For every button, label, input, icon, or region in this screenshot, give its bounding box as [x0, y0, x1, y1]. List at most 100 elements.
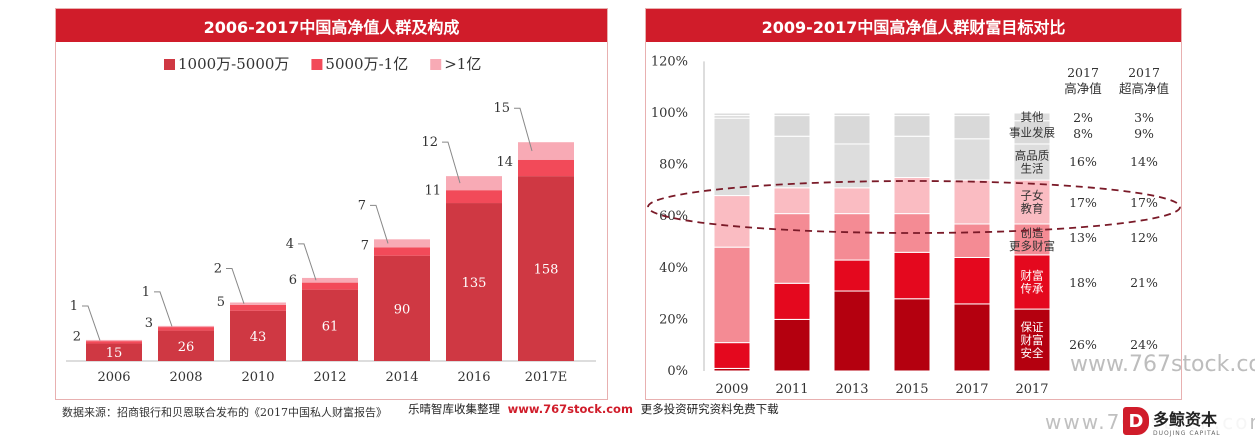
segment-category-label-5-0: 事业发展: [1009, 125, 1055, 139]
x-tick-label-0: 2006: [97, 370, 130, 385]
bar-segment-6-5: [1013, 112, 1051, 122]
banner-url-link[interactable]: www.767stock.com: [507, 402, 633, 416]
data-label-mid-2: 5: [217, 295, 225, 310]
bar-segment-1-1: [773, 282, 811, 320]
bar-segment-1-1: [158, 327, 214, 331]
x-tick-label-4: 2014: [385, 370, 418, 385]
bar-segment-4-3: [893, 135, 931, 178]
leader-line-0: [82, 305, 101, 341]
watermark-right: www.767stock.com: [1070, 352, 1255, 377]
data-label-main-2: 43: [250, 330, 267, 345]
bar-segment-3-5: [1013, 179, 1051, 225]
bar-segment-1-0: [713, 342, 751, 369]
bar-segment-1-2: [230, 304, 286, 311]
right-chart-svg: 0% 20% 40% 60% 80% 100% 120% 2009 2011 2013 2015 20…: [647, 54, 1181, 397]
bar-segment-1-2: [833, 259, 871, 292]
data-label-main-0: 15: [106, 346, 123, 361]
table-header-year-0: 2017: [1067, 65, 1099, 80]
leader-line-2: [226, 268, 245, 304]
right-chart-panel: 2009-2017中国高净值人群财富目标对比 0% 20% 40% 60% 80% 100…: [645, 8, 1182, 400]
left-chart-panel: 2006-2017中国高净值人群及构成 1000万-5000万 5000万-1亿 >…: [55, 8, 608, 400]
x-tick-label-2: 2013: [835, 382, 868, 397]
data-label-main-3: 61: [322, 319, 339, 334]
data-label-top-5: 12: [421, 135, 438, 150]
bar-segment-2-5: [1013, 223, 1051, 256]
bar-segment-0-5: [446, 203, 502, 361]
bar-segment-4-4: [953, 138, 991, 181]
segment-category-label-3-0: 子女: [1021, 189, 1044, 203]
bar-segment-0-0: [86, 343, 142, 361]
legend-label-0: 1000万-5000万: [178, 55, 289, 73]
bar-segment-2-4: [374, 239, 430, 248]
table-value-uhnw-0: 3%: [1134, 110, 1154, 125]
table-value-uhnw-3: 17%: [1130, 195, 1158, 210]
table-value-hnw-0: 2%: [1073, 110, 1093, 125]
bar-segment-3-1: [773, 187, 811, 215]
x-tick-label-5: 2016: [457, 370, 490, 385]
logo-subtitle: DUOJING CAPITAL: [1153, 429, 1221, 437]
data-label-top-0: 1: [70, 299, 78, 314]
leader-line-4: [370, 204, 389, 244]
table-value-hnw-6: 26%: [1069, 337, 1097, 352]
bar-segment-1-4: [374, 247, 430, 256]
bar-segment-3-0: [713, 195, 751, 248]
bar-segment-0-4: [374, 255, 430, 361]
leader-line-1: [154, 291, 173, 327]
table-value-uhnw-4: 12%: [1130, 230, 1158, 245]
segment-category-label-4-1: 生活: [1021, 162, 1044, 176]
bar-segment-1-3: [893, 251, 931, 300]
segment-category-label-3-1: 教育: [1021, 202, 1044, 216]
data-label-main-1: 26: [178, 340, 195, 355]
leader-line-3: [298, 243, 317, 281]
x-tick-label-5: 2017: [1015, 382, 1048, 397]
bar-segment-2-1: [773, 213, 811, 284]
bar-segment-0-1: [158, 330, 214, 361]
highlight-ellipse: [647, 180, 1181, 234]
bar-segment-2-2: [230, 302, 286, 305]
data-label-main-5: 135: [462, 276, 487, 291]
brand-logo: D 多鲸资本 DUOJING CAPITAL: [1123, 404, 1251, 438]
bar-segment-0-2: [230, 310, 286, 361]
table-value-hnw-5: 18%: [1069, 275, 1097, 290]
table-value-hnw-4: 13%: [1069, 230, 1097, 245]
y-tick-label-3: 60%: [659, 209, 688, 224]
source-note: 数据来源：招商银行和贝恩联合发布的《2017中国私人财富报告》: [62, 406, 387, 419]
legend-swatch-2: [430, 59, 442, 70]
y-tick-label-5: 100%: [651, 106, 688, 121]
legend-label-2: >1亿: [444, 55, 481, 73]
bar-segment-5-1: [773, 115, 811, 137]
table-value-uhnw-6: 24%: [1130, 337, 1158, 352]
banner-suffix: 更多投资研究资料免费下载: [640, 402, 779, 416]
bar-segment-3-4: [953, 179, 991, 225]
legend-swatch-1: [311, 59, 323, 70]
table-value-uhnw-1: 9%: [1134, 126, 1154, 141]
leader-line-5: [442, 141, 461, 184]
leader-line-6: [514, 107, 533, 152]
x-tick-label-0: 2009: [715, 382, 748, 397]
bar-segment-2-5: [446, 176, 502, 191]
bar-segment-1-5: [446, 190, 502, 204]
bar-segment-6-4: [953, 112, 991, 117]
x-tick-label-1: 2011: [775, 382, 808, 397]
bar-segment-2-3: [302, 277, 358, 283]
download-banner: 乐晴智库收集整理 www.767stock.com 更多投资研究资料免费下载: [408, 401, 779, 417]
bar-segment-3-2: [833, 187, 871, 215]
bar-segment-1-3: [302, 282, 358, 290]
bar-segment-0-3: [302, 289, 358, 361]
table-value-uhnw-2: 14%: [1130, 154, 1158, 169]
logo-name: 多鲸资本: [1153, 409, 1218, 429]
left-chart-svg: 1000万-5000万 5000万-1亿 >1亿152120062631200843…: [66, 55, 596, 385]
bar-segment-0-1: [773, 318, 811, 372]
data-label-mid-5: 11: [424, 184, 441, 199]
segment-category-label-1-1: 传承: [1021, 281, 1044, 295]
data-label-mid-4: 7: [361, 239, 369, 254]
logo-mark-icon: D: [1123, 407, 1149, 435]
data-label-top-2: 2: [214, 262, 222, 277]
bar-segment-2-1: [158, 325, 214, 328]
table-header-year-1: 2017: [1128, 65, 1160, 80]
left-chart-title: 2006-2017中国高净值人群及构成: [56, 9, 607, 42]
bar-segment-0-6: [518, 176, 574, 361]
segment-category-label-1-0: 财富: [1021, 268, 1044, 282]
data-label-mid-6: 14: [496, 155, 513, 170]
right-chart-title: 2009-2017中国高净值人群财富目标对比: [646, 9, 1181, 42]
